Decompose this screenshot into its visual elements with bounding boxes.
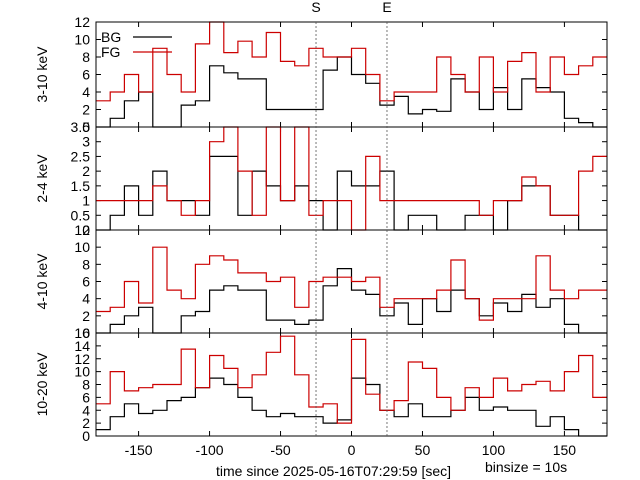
- y-tick-label: 10: [74, 364, 90, 380]
- y-tick-label: 0: [82, 325, 90, 341]
- x-tick-label: -150: [125, 442, 153, 458]
- series-bg: [96, 377, 607, 437]
- x-tick-label: -100: [196, 442, 224, 458]
- series-fg: [96, 246, 607, 321]
- y-tick-label: 2: [82, 308, 90, 324]
- y-tick-label: 4: [82, 402, 90, 418]
- panel-frame: [95, 332, 608, 437]
- y-tick-label: 1.5: [71, 178, 91, 194]
- series-fg: [96, 21, 607, 102]
- y-axis-label: 10-20 keV: [34, 352, 50, 416]
- series-fg: [96, 126, 607, 231]
- y-tick-label: 8: [82, 377, 90, 393]
- y-tick-label: 4: [82, 84, 90, 100]
- x-axis: -150 -100 -50 0 50 100 150: [125, 442, 577, 458]
- y-tick-label: 12: [74, 351, 90, 367]
- y-axis-label: 4-10 keV: [34, 253, 50, 310]
- y-tick-label: 2.5: [71, 148, 91, 164]
- y-tick-label: 2: [82, 102, 90, 118]
- y-tick-label: 0: [82, 222, 90, 238]
- marker-label-s: S: [311, 0, 320, 15]
- x-tick-label: -50: [270, 442, 290, 458]
- y-tick-label: 6: [82, 274, 90, 290]
- y-tick-label: 3.5: [71, 119, 91, 135]
- y-tick-label: 8: [82, 256, 90, 272]
- y-axis-label: 3-10 keV: [34, 46, 50, 103]
- y-tick-label: 3: [82, 134, 90, 150]
- y-tick-label: 0: [82, 119, 90, 135]
- panel-1: 02 46 810 12 3-10 keV: [34, 14, 608, 135]
- y-axis-label: 2-4 keV: [34, 154, 50, 203]
- y-tick-label: 2: [82, 415, 90, 431]
- y-tick-label: 10: [74, 239, 90, 255]
- y-tick-label: 16: [74, 325, 90, 341]
- y-tick-label: 4: [82, 291, 90, 307]
- y-tick-label: 1: [82, 193, 90, 209]
- x-tick-label: 0: [348, 442, 356, 458]
- x-tick-label: 50: [415, 442, 431, 458]
- y-tick-label: 0.5: [71, 207, 91, 223]
- y-tick-label: 14: [74, 338, 90, 354]
- y-tick-label: 12: [74, 222, 90, 238]
- series-fg: [96, 335, 607, 424]
- y-tick-label: 2: [82, 163, 90, 179]
- x-tick-label: 150: [553, 442, 577, 458]
- y-tick-label: 12: [74, 14, 90, 30]
- y-tick-label: 6: [82, 67, 90, 83]
- y-tick-label: 6: [82, 389, 90, 405]
- y-tick-label: 10: [74, 32, 90, 48]
- legend-label-bg: BG: [101, 29, 121, 45]
- y-tick-label: 0: [82, 428, 90, 444]
- x-axis-label: time since 2025-05-16T07:29:59 [sec]: [216, 463, 451, 479]
- legend-label-fg: FG: [101, 44, 120, 60]
- series-bg: [96, 56, 607, 128]
- y-tick-label: 8: [82, 49, 90, 65]
- binsize-label: binsize = 10s: [485, 459, 567, 475]
- x-tick-label: 100: [482, 442, 506, 458]
- panel-2: 00.511.522.533.52-4 keV: [34, 119, 608, 238]
- marker-label-e: E: [382, 0, 391, 15]
- series-bg: [96, 268, 607, 334]
